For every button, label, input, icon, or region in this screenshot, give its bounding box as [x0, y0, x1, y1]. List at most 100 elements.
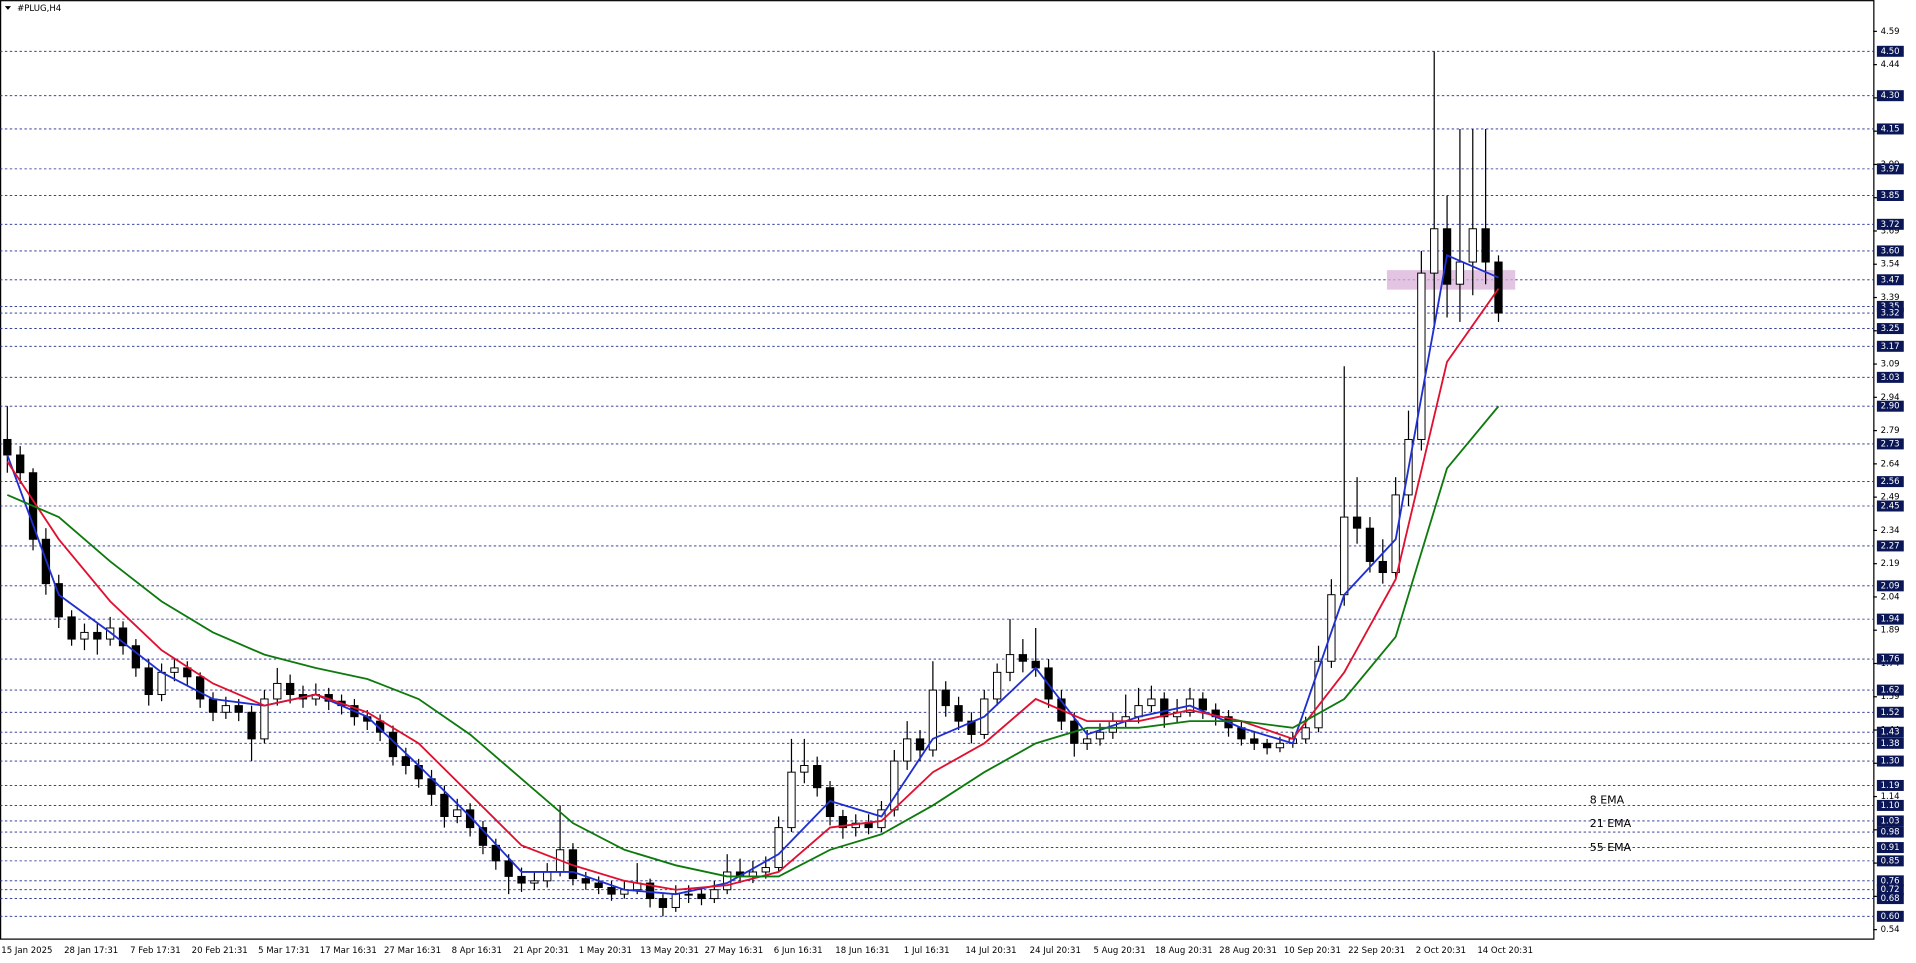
- candle-body: [208, 698, 218, 713]
- y-tick-label: 2.94: [1881, 393, 1900, 403]
- x-tick-label: 18 Aug 20:31: [1155, 946, 1213, 956]
- legend-label: 21 EMA: [1590, 817, 1632, 830]
- candle-body: [1005, 654, 1015, 673]
- x-tick-label: 1 Jul 16:31: [904, 946, 950, 956]
- x-tick-label: 2 Oct 20:31: [1416, 946, 1466, 956]
- candle-body: [131, 645, 141, 669]
- level-label-box: [1876, 910, 1904, 922]
- level-label-box: [1876, 163, 1904, 175]
- candle-body: [1494, 261, 1503, 314]
- level-label-box: [1876, 307, 1904, 319]
- level-label: 2.90: [1881, 402, 1900, 412]
- level-label: 3.03: [1881, 373, 1900, 383]
- level-label: 3.17: [1881, 342, 1900, 352]
- x-tick-label: 15 Jan 2025: [1, 946, 52, 956]
- candle-body: [1314, 660, 1323, 729]
- level-label: 2.09: [1881, 581, 1900, 591]
- candle-body: [54, 583, 63, 618]
- candle-body: [992, 671, 1002, 700]
- level-label-box: [1876, 123, 1904, 135]
- x-tick-label: 7 Feb 17:31: [130, 946, 181, 956]
- candle-body: [774, 827, 783, 869]
- y-tick-label: 0.54: [1881, 925, 1900, 935]
- candle-body: [710, 889, 719, 900]
- level-label-box: [1876, 799, 1904, 811]
- level-label: 0.68: [1881, 894, 1900, 904]
- candle-body: [453, 809, 462, 818]
- level-label-box: [1876, 371, 1904, 383]
- candle-body: [915, 738, 925, 751]
- candle-body: [1250, 738, 1259, 744]
- ema-line: [6, 405, 1500, 878]
- level-label: 3.25: [1881, 324, 1900, 334]
- x-tick-label: 22 Sep 20:31: [1348, 946, 1405, 956]
- y-tick-label: 2.64: [1881, 459, 1900, 469]
- y-tick-label: 2.19: [1881, 559, 1900, 569]
- level-label-box: [1876, 826, 1904, 838]
- level-label: 3.47: [1881, 275, 1900, 285]
- level-label: 1.52: [1881, 708, 1900, 718]
- level-label-box: [1876, 340, 1904, 352]
- candle-body: [1417, 272, 1426, 440]
- candle-body: [607, 887, 616, 895]
- level-label-box: [1876, 45, 1904, 57]
- candle-body: [941, 689, 950, 707]
- level-label-box: [1876, 476, 1904, 488]
- level-label-box: [1876, 189, 1904, 201]
- menu-arrow[interactable]: [4, 6, 11, 10]
- level-label: 3.60: [1881, 246, 1900, 256]
- candle-body: [1134, 705, 1143, 718]
- candle-body: [1018, 654, 1028, 662]
- x-tick-label: 18 Jun 16:31: [835, 946, 889, 956]
- level-label: 0.98: [1881, 828, 1900, 838]
- chart-title: #PLUG,H4: [17, 4, 61, 14]
- ema-line: [6, 254, 1499, 896]
- candle-body: [581, 878, 590, 884]
- candle-body: [903, 738, 912, 762]
- candle-body: [170, 667, 179, 673]
- candle-body: [234, 705, 243, 713]
- candle-body: [954, 705, 963, 722]
- level-label-box: [1876, 815, 1904, 827]
- level-label: 0.60: [1881, 912, 1900, 922]
- x-tick-label: 24 Jul 20:31: [1030, 946, 1081, 956]
- y-tick-label: 1.89: [1881, 626, 1900, 636]
- candle-body: [1301, 727, 1310, 740]
- level-label: 3.85: [1881, 191, 1900, 201]
- level-label-box: [1876, 779, 1904, 791]
- level-label: 1.94: [1881, 615, 1900, 625]
- x-tick-label: 28 Aug 20:31: [1219, 946, 1277, 956]
- candle-body: [1198, 698, 1207, 711]
- candle-body: [1095, 731, 1105, 740]
- candle-body: [80, 631, 89, 640]
- level-label: 3.97: [1881, 164, 1900, 174]
- x-tick-label: 14 Jul 20:31: [965, 946, 1016, 956]
- ema-layer: 8 EMA 21 EMA 55 EMA: [6, 254, 1632, 896]
- x-tick-label: 6 Jun 16:31: [774, 946, 823, 956]
- level-label: 1.19: [1881, 781, 1900, 791]
- level-label-box: [1876, 737, 1904, 749]
- candle-body: [1481, 228, 1490, 263]
- candle-body: [928, 689, 938, 751]
- level-label: 0.72: [1881, 885, 1900, 895]
- candle-body: [440, 793, 449, 818]
- candle-body: [1455, 261, 1465, 285]
- candle-body: [106, 627, 115, 640]
- level-label-box: [1876, 842, 1904, 854]
- level-label-box: [1876, 875, 1904, 887]
- candle-body: [1340, 516, 1349, 596]
- level-label-box: [1876, 684, 1904, 696]
- plot-frame: [0, 0, 1875, 940]
- candle-body: [1262, 742, 1272, 749]
- candle-body: [260, 698, 269, 740]
- level-label: 2.45: [1881, 502, 1900, 512]
- ema-line: [6, 288, 1500, 891]
- level-label-box: [1876, 274, 1904, 286]
- level-label: 3.72: [1881, 220, 1900, 230]
- level-label-box: [1876, 706, 1904, 718]
- y-tick-label: 3.69: [1881, 226, 1900, 236]
- candle-body: [1468, 228, 1477, 263]
- candle-body: [787, 771, 796, 829]
- candle-body: [1275, 742, 1285, 749]
